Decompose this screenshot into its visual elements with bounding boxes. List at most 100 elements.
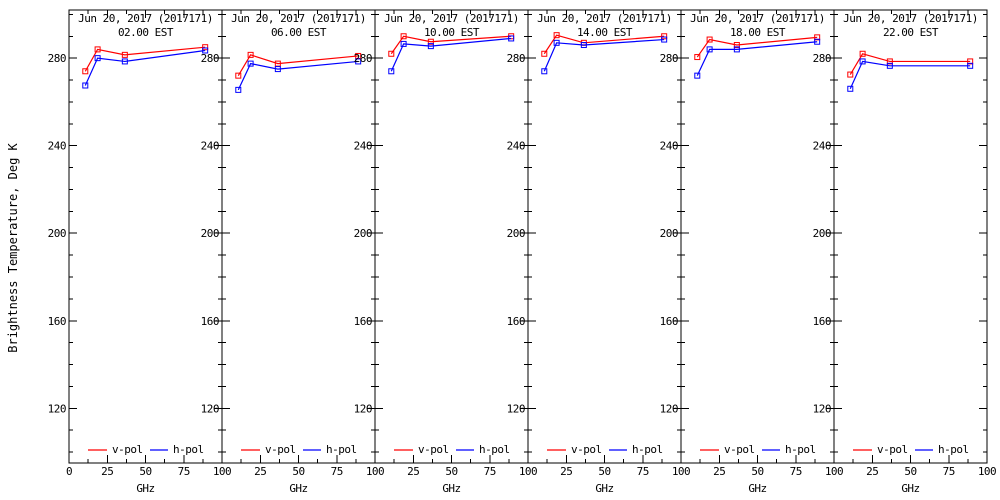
series-h-pol-marker bbox=[388, 68, 395, 75]
panel-3: 280 240 200 160 120 25 50 75 100 GHz Jun 20, 2017 … bbox=[354, 9, 538, 495]
series-v-pol-marker bbox=[541, 50, 548, 57]
series-v-pol-marker bbox=[706, 36, 713, 43]
x-tick-label: 75 bbox=[943, 465, 955, 478]
axis-ticks bbox=[527, 10, 682, 463]
series-h-pol-marker bbox=[427, 43, 434, 50]
series-v-pol-marker bbox=[427, 38, 434, 45]
y-tick-label: 120 bbox=[48, 402, 66, 415]
series-h-pol-line bbox=[543, 38, 665, 72]
x-tick-label: 50 bbox=[292, 465, 304, 478]
series-h-pol-line bbox=[84, 49, 206, 86]
y-tick-label: 160 bbox=[660, 315, 678, 328]
x-tick-label: 25 bbox=[407, 465, 419, 478]
panel-title: Jun 20, 2017 (2017171) bbox=[384, 12, 519, 25]
series-v-pol-marker bbox=[202, 44, 209, 51]
panel-frame bbox=[833, 9, 988, 464]
panel-subtitle: 14.00 EST bbox=[577, 26, 633, 39]
series-v-pol-line bbox=[84, 46, 206, 72]
y-tick-label: 240 bbox=[660, 140, 678, 153]
series-v-pol-marker bbox=[694, 54, 701, 61]
series-v-pol-marker bbox=[859, 50, 866, 57]
y-tick-label: 160 bbox=[813, 315, 831, 328]
x-tick-label: 50 bbox=[445, 465, 457, 478]
panel-frame bbox=[68, 9, 223, 464]
y-axis-title: Brightness Temperature, Deg K bbox=[6, 142, 20, 352]
panel-title: Jun 20, 2017 (2017171) bbox=[843, 12, 978, 25]
series-h-pol-marker bbox=[82, 82, 89, 89]
y-tick-label: 280 bbox=[48, 52, 66, 65]
panel-subtitle: 02.00 EST bbox=[118, 26, 174, 39]
y-tick-label: 280 bbox=[507, 52, 525, 65]
panel-2: 280 240 200 160 120 25 50 75 100 GHz Jun 20, 2017 … bbox=[201, 9, 385, 495]
series-v-pol-marker bbox=[886, 58, 893, 65]
x-tick-label: 50 bbox=[139, 465, 151, 478]
axis-ticks bbox=[374, 10, 529, 463]
series-h-pol-marker bbox=[541, 68, 548, 75]
series-v-pol-marker bbox=[400, 33, 407, 40]
y-tick-label: 200 bbox=[48, 227, 66, 240]
y-tick-label: 160 bbox=[354, 315, 372, 328]
series-h-pol-line bbox=[237, 60, 359, 91]
panel-subtitle: 06.00 EST bbox=[271, 26, 327, 39]
panel-6: 280 240 200 160 120 25 50 75 100 GHz Jun 20, 2017 … bbox=[813, 9, 997, 495]
y-tick-label: 200 bbox=[354, 227, 372, 240]
y-tick-label: 280 bbox=[813, 52, 831, 65]
y-tick-label: 120 bbox=[201, 402, 219, 415]
series-h-pol-marker bbox=[202, 47, 209, 54]
x-axis-title: GHz bbox=[136, 482, 154, 495]
series-v-pol-marker bbox=[733, 42, 740, 49]
x-tick-label: 25 bbox=[560, 465, 572, 478]
series-v-pol-line bbox=[849, 53, 971, 75]
series-v-pol-line bbox=[237, 54, 359, 76]
panel-frame bbox=[527, 9, 682, 464]
x-tick-label: 50 bbox=[598, 465, 610, 478]
axis-ticks bbox=[833, 10, 988, 463]
y-tick-label: 200 bbox=[660, 227, 678, 240]
series-v-pol-marker bbox=[814, 34, 821, 41]
legend-hpol-label: h-pol bbox=[938, 443, 969, 456]
panel-title: Jun 20, 2017 (2017171) bbox=[690, 12, 825, 25]
series-v-pol-marker bbox=[967, 58, 974, 65]
legend: v-pol h-pol bbox=[241, 443, 357, 456]
legend: v-pol h-pol bbox=[700, 443, 816, 456]
x-tick-label: 25 bbox=[101, 465, 113, 478]
legend: v-pol h-pol bbox=[853, 443, 969, 456]
legend-hpol-label: h-pol bbox=[479, 443, 510, 456]
panel-1: 280 240 200 160 120 0 25 50 75 100 GHz Jun 20, 2017… bbox=[48, 9, 232, 495]
legend-hpol-label: h-pol bbox=[326, 443, 357, 456]
series-v-pol-marker bbox=[82, 68, 89, 75]
series-h-pol-line bbox=[390, 37, 512, 72]
series-h-pol-line bbox=[849, 60, 971, 90]
y-tick-label: 240 bbox=[507, 140, 525, 153]
series-v-pol-marker bbox=[661, 33, 668, 40]
x-axis-title: GHz bbox=[442, 482, 460, 495]
y-tick-label: 160 bbox=[48, 315, 66, 328]
panel-frame bbox=[374, 9, 529, 464]
y-tick-label: 120 bbox=[660, 402, 678, 415]
y-tick-label: 240 bbox=[201, 140, 219, 153]
series-h-pol-marker bbox=[94, 55, 101, 62]
series-h-pol-marker bbox=[508, 35, 515, 42]
axis-ticks bbox=[680, 10, 835, 463]
series-v-pol-marker bbox=[847, 71, 854, 78]
axis-ticks bbox=[68, 10, 223, 463]
panel-frame bbox=[680, 9, 835, 464]
x-tick-label: 100 bbox=[213, 465, 231, 478]
y-tick-label: 280 bbox=[354, 52, 372, 65]
series-v-pol-line bbox=[390, 35, 512, 55]
y-tick-label: 240 bbox=[354, 140, 372, 153]
y-tick-label: 160 bbox=[507, 315, 525, 328]
y-tick-label: 160 bbox=[201, 315, 219, 328]
x-axis-title: GHz bbox=[595, 482, 613, 495]
series-h-pol-marker bbox=[235, 86, 242, 93]
legend-hpol-label: h-pol bbox=[785, 443, 816, 456]
legend-vpol-label: v-pol bbox=[571, 443, 602, 456]
series-v-pol-line bbox=[543, 34, 665, 55]
y-tick-label: 200 bbox=[201, 227, 219, 240]
series-h-pol-marker bbox=[967, 62, 974, 69]
x-tick-label: 50 bbox=[904, 465, 916, 478]
x-tick-label: 0 bbox=[66, 465, 72, 478]
series-h-pol-marker bbox=[580, 42, 587, 49]
